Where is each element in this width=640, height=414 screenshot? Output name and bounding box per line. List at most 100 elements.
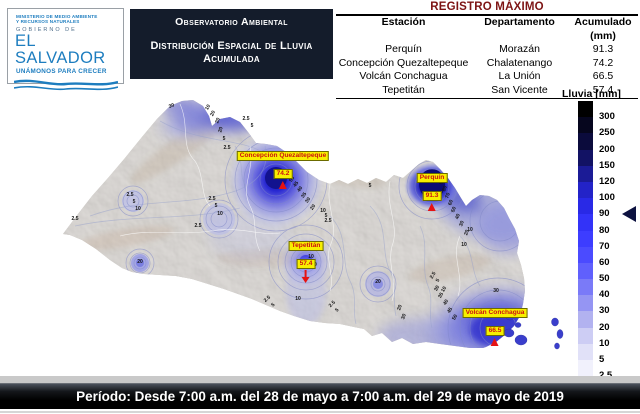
table-cell: 57.4 (592, 83, 614, 96)
legend-value-label: 300 (599, 111, 615, 123)
legend-color-box (578, 295, 593, 312)
contour-value-label: 10 (320, 208, 326, 214)
ministry-logo: MINISTERIO DE MEDIO AMBIENTE Y RECURSOS … (7, 8, 124, 91)
contour-value-label: 20 (309, 203, 317, 211)
contour-value-label: 20 (137, 259, 143, 265)
contour-value-label: 60 (447, 199, 455, 206)
table-title: REGISTRO MÁXIMO (336, 1, 638, 16)
department-boundaries (119, 103, 461, 302)
contour-value-label: 5 (325, 213, 328, 219)
table-cell: Concepción Quezaltepeque (338, 56, 469, 69)
legend-value-label: 60 (599, 256, 610, 268)
report-title-line1: Distribución Espacial de Lluvia (150, 40, 313, 52)
contour-value-label: 20 (209, 110, 217, 118)
legend-entry: 250 (578, 117, 640, 138)
slogan: UNÁMONOS PARA CRECER (16, 68, 107, 76)
contour-lines (74, 120, 481, 329)
contour-value-label: 20 (463, 229, 471, 236)
legend-color-box (578, 214, 593, 231)
contour-value-label: 5 (251, 123, 254, 129)
contour-value-label: 35 (437, 291, 445, 299)
col-departamento: Departamento (484, 16, 555, 28)
legend-color-box (578, 279, 593, 296)
table-row: Concepción Quezaltepeque Chalatenango 74.2 (336, 57, 638, 71)
contour-value-label: 10 (135, 206, 141, 212)
contour-value-label: 5 (435, 278, 442, 284)
legend-entry: 70 (578, 230, 640, 252)
contour-value-label: 20 (311, 262, 317, 268)
contour-value-label: 2.5 (72, 216, 79, 222)
legend-value-label: 90 (599, 208, 610, 220)
legend-value-label: 10 (599, 337, 610, 349)
contour-value-label: 10 (467, 227, 473, 233)
bottom-edge (0, 411, 640, 413)
legend-entry: 2.5 (578, 360, 640, 381)
legend-scale: 300 250 200 150 120 100 90 80 70 60 50 40 30 20 10 5 2.5 (578, 101, 640, 381)
legend-color-box (578, 230, 593, 247)
legend-value-label: 80 (599, 224, 610, 236)
legend-color-box (578, 101, 593, 118)
contour-value-label: 30 (433, 284, 441, 292)
table-bottom-rule (336, 98, 638, 99)
contour-value-label: 2.5 (195, 223, 202, 229)
contour-value-label: 2.5 (325, 218, 332, 224)
contour-value-label: 2.5 (243, 116, 250, 122)
footer-divider (0, 376, 640, 383)
legend-value-label: 30 (599, 305, 610, 317)
contour-value-label: 5 (215, 203, 218, 209)
legend-value-label: 40 (599, 289, 610, 301)
table-row: Volcán Conchagua La Unión 66.5 (336, 70, 638, 84)
legend-color-box (578, 117, 593, 134)
contour-value-label: 5 (270, 302, 276, 309)
contour-value-label: 35 (300, 191, 308, 199)
period-bar: Período: Desde 7:00 a.m. del 28 de mayo … (0, 383, 640, 409)
contour-value-label: 20 (396, 304, 404, 311)
contour-value-label: 10 (308, 254, 314, 260)
table-header-row: Estación Departamento Acumulado (mm) (336, 16, 638, 43)
legend-color-box (578, 165, 593, 182)
legend-value-label: 2.5 (599, 370, 612, 381)
contour-value-label: 30 (168, 102, 175, 110)
waves-icon (13, 80, 118, 91)
table-cell: Morazán (499, 43, 540, 55)
country-wordmark: EL SALVADOR (15, 32, 106, 68)
contour-value-label: 2.5 (429, 271, 438, 280)
contour-value-label: 50 (450, 206, 458, 213)
contour-value-label: 20 (214, 117, 222, 124)
contour-value-label: 30 (304, 196, 312, 204)
contour-value-label: 10 (440, 285, 448, 293)
legend-color-box (578, 360, 593, 377)
contour-rings (117, 128, 525, 348)
legend-entry: 200 (578, 133, 640, 155)
ministry-name-line1: MINISTERIO DE MEDIO AMBIENTE (16, 14, 98, 19)
legend-color-box (578, 262, 593, 280)
legend-value-label: 150 (599, 159, 615, 171)
contour-value-label: 10 (461, 242, 467, 248)
report-header: Observatorio Ambiental Distribución Espa… (130, 9, 333, 79)
legend-color-box (578, 198, 593, 215)
contour-value-label: 10 (295, 296, 301, 302)
legend-color-box (578, 343, 593, 360)
legend-entry: 80 (578, 214, 640, 236)
ministry-name-line2: Y RECURSOS NATURALES (16, 19, 80, 25)
legend-entry: 20 (578, 311, 640, 333)
contour-value-label: 30 (400, 313, 408, 320)
table-cell: Volcán Conchagua (359, 70, 448, 82)
contour-value-label: 2.5 (263, 295, 272, 304)
contour-value-label: 50 (451, 313, 459, 321)
legend-value-label: 250 (599, 127, 615, 139)
legend-color-box (578, 311, 593, 328)
legend-entry: 5 (578, 343, 640, 365)
contour-value-label: 5 (369, 183, 372, 189)
contour-value-label: 2.5 (209, 196, 216, 202)
contour-value-label: 2.5 (328, 300, 337, 309)
table-body: Perquín Morazán 91.3 Concepción Quezaltepeq… (336, 43, 638, 97)
table-row: Tepetitán San Vicente 57.4 (336, 84, 638, 98)
contour-value-label: 30 (493, 288, 499, 294)
contour-value-label: 2.5 (127, 192, 134, 198)
table-cell: Chalatenango (486, 56, 553, 69)
contour-value-label: 40 (296, 185, 304, 193)
contour-value-label: 5 (223, 136, 226, 142)
report-title-line2: Acumulada (203, 53, 260, 65)
